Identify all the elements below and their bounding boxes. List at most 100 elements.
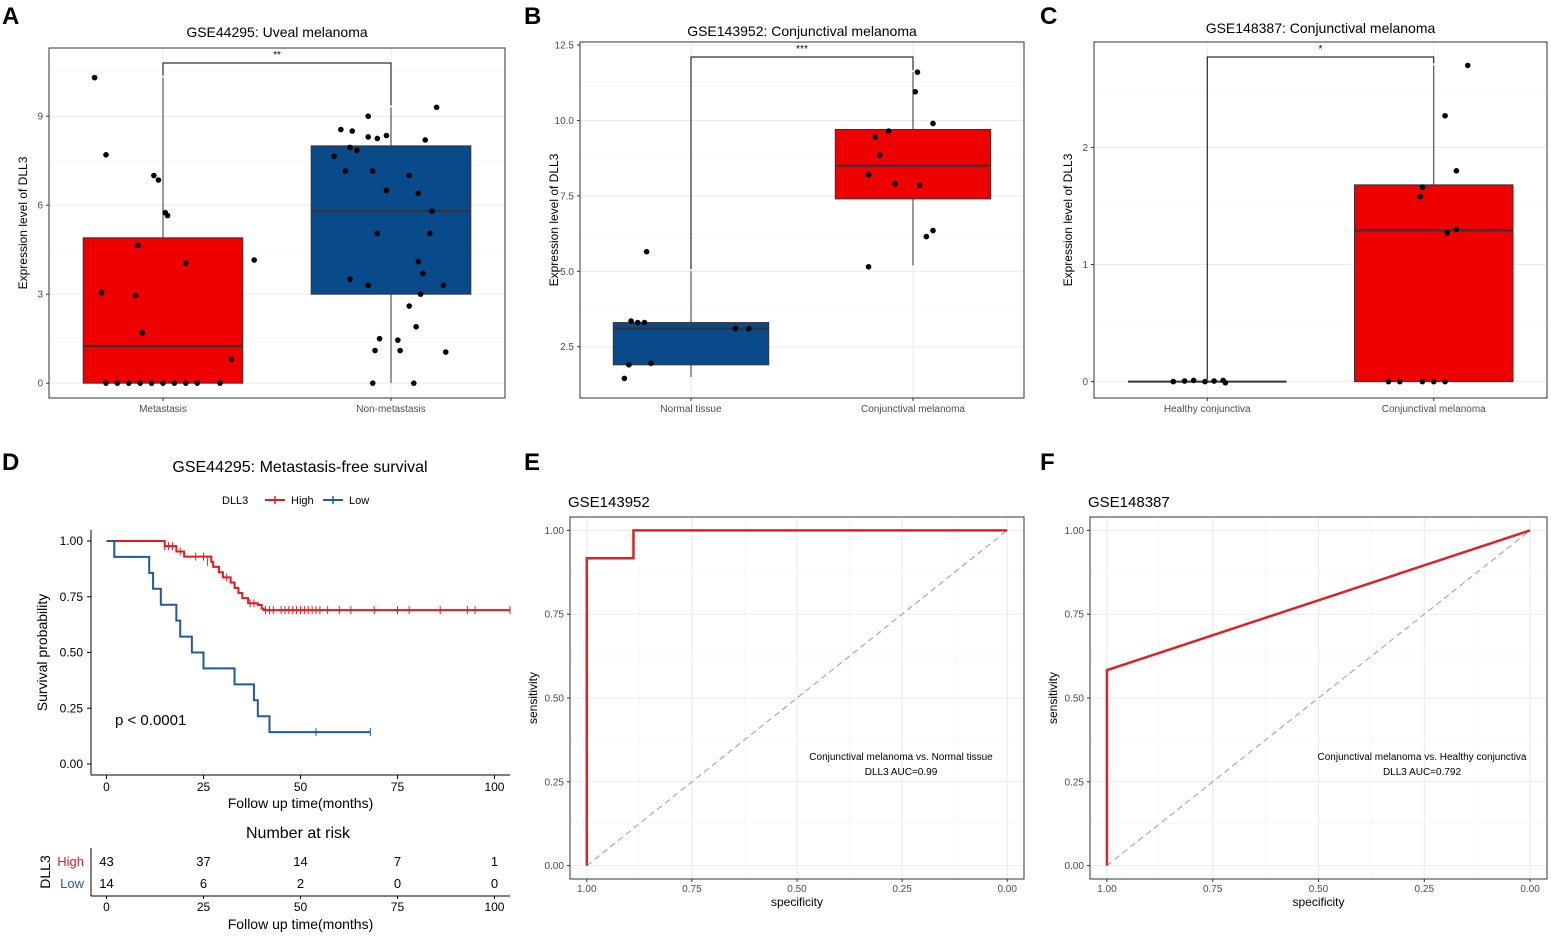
data-point: [171, 380, 178, 386]
y-tick-label: 2.5: [560, 342, 574, 353]
data-point: [1170, 378, 1177, 385]
data-point: [194, 380, 200, 386]
data-point: [342, 168, 349, 174]
data-point: [114, 380, 121, 386]
data-point: [1419, 184, 1426, 191]
risk-count: 6: [200, 876, 207, 891]
x-axis-label: specificity: [771, 895, 823, 909]
data-point: [912, 88, 919, 95]
risk-x-tick-label: 100: [484, 900, 504, 914]
data-point: [732, 325, 739, 332]
x-tick-label: 0.75: [682, 884, 702, 895]
chart-title: GSE44295: Uveal melanoma: [186, 24, 368, 40]
data-point: [383, 187, 390, 194]
data-point: [137, 380, 143, 386]
roc-panel-f: GSE148387 0.00 0.25 0.50 0.75 1.00 1.00 0.75 0.5…: [1046, 494, 1548, 909]
risk-x-tick-label: 0: [103, 900, 110, 914]
data-point: [429, 208, 435, 214]
data-point: [135, 242, 141, 249]
data-point: [1464, 62, 1471, 69]
data-point: [151, 172, 157, 179]
data-point: [155, 177, 162, 183]
y-tick-label: 0.50: [60, 646, 84, 660]
y-tick-label: 0.00: [60, 757, 84, 771]
data-point: [374, 135, 381, 142]
data-point: [354, 147, 360, 154]
y-tick-label: 0.75: [1065, 610, 1085, 621]
risk-count: 37: [196, 854, 210, 869]
data-point: [132, 292, 139, 299]
chart-title: GSE148387: Conjunctival melanoma: [1206, 20, 1436, 36]
data-point: [160, 380, 166, 386]
survival-curve-low: [106, 540, 371, 734]
data-point: [1222, 379, 1229, 386]
x-tick-label: 0.25: [1415, 884, 1435, 895]
data-point: [930, 227, 936, 234]
risk-strata-label: DLL3: [37, 855, 53, 889]
roc-curve: [585, 529, 1008, 866]
y-axis-label: Expression level of DLL3: [547, 153, 561, 286]
chart-title: GSE148387: [1088, 494, 1170, 511]
survival-curve-high: [106, 540, 510, 612]
data-point: [626, 362, 632, 368]
x-axis-label: Follow up time(months): [228, 795, 374, 811]
significance-label: **: [273, 50, 281, 61]
risk-count: 14: [293, 854, 307, 869]
data-point: [406, 303, 413, 309]
significance-label: ***: [796, 44, 808, 55]
data-point: [865, 263, 872, 270]
data-point: [1211, 378, 1217, 384]
data-point: [374, 230, 381, 237]
data-point: [347, 276, 353, 283]
data-point: [1385, 378, 1392, 385]
plot-border: [1093, 41, 1548, 399]
data-point: [397, 347, 403, 354]
box-metastasis: [82, 237, 244, 384]
y-tick-label: 1: [1082, 260, 1088, 271]
data-point: [1417, 193, 1423, 200]
y-tick-label: 1.00: [60, 534, 84, 548]
survival-panel-d: GSE44295: Metastasis-free survival DLL3 Hi…: [34, 459, 511, 932]
risk-count: 0: [394, 876, 401, 891]
data-point: [183, 260, 189, 266]
data-point: [365, 113, 372, 120]
data-point: [916, 182, 923, 189]
y-tick-label: 1.00: [1065, 526, 1085, 537]
y-tick-label: 10.0: [555, 116, 575, 127]
x-tick-label: 0.75: [1203, 884, 1223, 895]
data-point: [365, 282, 372, 289]
y-axis-label: Expression level of DLL3: [16, 156, 30, 289]
y-tick-label: 0.25: [60, 701, 84, 715]
annotation-auc: DLL3 AUC=0.792: [1383, 767, 1462, 778]
x-tick-label: 1.00: [577, 884, 597, 895]
x-tick-label: 0.50: [1309, 884, 1329, 895]
data-point: [872, 134, 879, 140]
y-axis-label: Survival probability: [34, 594, 50, 712]
data-point: [1202, 378, 1208, 385]
annotation-comparison: Conjunctival melanoma vs. Healthy conjun…: [1318, 752, 1527, 763]
box-non-metastasis: [310, 145, 472, 295]
data-point: [440, 282, 447, 289]
data-point: [745, 325, 752, 332]
data-point: [930, 120, 936, 127]
data-point: [914, 69, 921, 75]
data-point: [98, 289, 105, 296]
data-point: [347, 144, 353, 151]
data-point: [417, 291, 424, 297]
data-point: [369, 380, 376, 386]
x-tick-label: 75: [391, 780, 405, 794]
chart-title: GSE143952: [568, 494, 650, 511]
risk-table-title: Number at risk: [246, 825, 351, 842]
x-tick-label: 0.50: [787, 884, 807, 895]
y-tick-label: 0.25: [545, 777, 565, 788]
data-point: [923, 233, 930, 240]
x-tick-label: Normal tissue: [660, 404, 722, 415]
significance-label: *: [1319, 44, 1323, 55]
data-point: [415, 258, 422, 265]
x-tick-label: 0.25: [892, 884, 912, 895]
y-tick-label: 0: [37, 379, 43, 390]
legend-label-high: High: [291, 495, 314, 507]
box-conjunctival-melanoma: [834, 128, 992, 200]
data-point: [126, 380, 132, 386]
x-tick-label: Non-metastasis: [356, 404, 425, 415]
